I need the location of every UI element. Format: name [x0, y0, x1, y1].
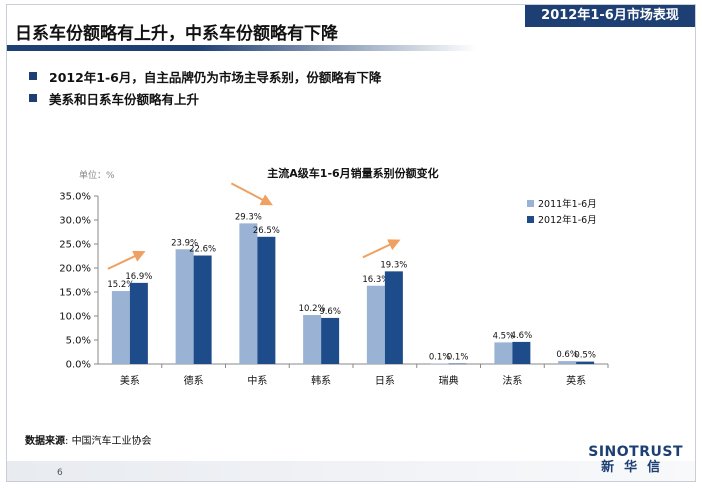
header-tag: 2012年1-6月市场表现: [525, 5, 695, 27]
bar: [366, 285, 385, 364]
bar: [193, 255, 212, 364]
legend-label: 2011年1-6月: [538, 198, 597, 210]
data-label: 9.6%: [319, 307, 341, 317]
bar: [448, 363, 467, 365]
source-separator: :: [65, 436, 69, 447]
source-text: 中国汽车工业协会: [71, 436, 152, 447]
y-tick-label: 35.0%: [59, 192, 91, 203]
trend-down-arrow-icon: [230, 182, 273, 206]
legend-swatch: [527, 216, 534, 223]
x-tick-label: 中系: [247, 374, 267, 387]
page-title: 日系车份额略有上升，中系车份额略有下降: [15, 24, 338, 44]
bullet-square-icon: [29, 94, 37, 102]
slide: 2012年1-6月市场表现 日系车份额略有上升，中系车份额略有下降 2012年1…: [6, 4, 696, 482]
bar: [321, 317, 340, 364]
bar: [384, 271, 403, 364]
bar: [239, 223, 258, 364]
legend-swatch: [527, 200, 534, 207]
x-tick-label: 日系: [375, 375, 395, 387]
x-tick-label: 法系: [502, 374, 522, 387]
y-tick-label: 0.0%: [66, 360, 91, 371]
unit-label: 单位：%: [79, 169, 115, 181]
logo-en: SINOTRUST: [588, 444, 683, 461]
x-tick-label: 德系: [184, 374, 204, 387]
bullet-item: 2012年1-6月，自主品牌仍为市场主导系别，份额略有下降: [29, 65, 381, 87]
data-label: 26.5%: [253, 226, 280, 236]
bar: [512, 341, 531, 364]
y-tick-label: 15.0%: [59, 288, 91, 299]
data-label: 16.3%: [362, 275, 389, 285]
page-number: 6: [57, 468, 63, 478]
y-tick-label: 25.0%: [59, 240, 91, 251]
legend-label: 2012年1-6月: [538, 214, 597, 226]
data-label: 29.3%: [235, 212, 262, 222]
bar: [111, 291, 130, 364]
x-tick-label: 瑞典: [439, 374, 459, 387]
bar: [257, 236, 276, 364]
data-label: 4.5%: [493, 331, 515, 341]
bar: [558, 361, 577, 364]
trend-up-arrow-icon: [107, 250, 146, 270]
bullet-list: 2012年1-6月，自主品牌仍为市场主导系别，份额略有下降 美系和日系车份额略有…: [29, 65, 381, 109]
y-tick-label: 20.0%: [59, 264, 91, 275]
bar: [175, 249, 194, 364]
footer-bar: [7, 461, 695, 481]
bar: [576, 361, 595, 364]
x-tick-label: 美系: [120, 374, 140, 387]
bar: [129, 282, 148, 364]
source-label: 数据来源: [25, 436, 65, 447]
bullet-text: 美系和日系车份额略有上升: [49, 91, 200, 107]
data-label: 0.5%: [574, 351, 596, 361]
sinotrust-logo: SINOTRUST 新华信: [588, 444, 683, 475]
data-label: 15.2%: [107, 280, 134, 290]
data-label: 22.6%: [189, 245, 216, 255]
x-tick-label: 韩系: [311, 374, 331, 387]
bullet-text: 2012年1-6月，自主品牌仍为市场主导系别，份额略有下降: [49, 69, 382, 85]
bar: [303, 315, 322, 364]
data-label: 4.6%: [511, 331, 533, 341]
chart-title: 主流A级车1-6月销量系别份额变化: [267, 166, 438, 180]
x-tick-label: 英系: [566, 374, 586, 387]
y-tick-label: 10.0%: [59, 312, 91, 323]
title-rule: [7, 45, 477, 51]
data-label: 0.6%: [556, 350, 578, 360]
bar-chart: 主流A级车1-6月销量系别份额变化 单位：% 0.0% 5.0% 10.0% 15.0% 2…: [59, 166, 609, 387]
bullet-item: 美系和日系车份额略有上升: [29, 87, 381, 109]
data-source: 数据来源: 中国汽车工业协会: [25, 432, 152, 447]
trend-up-arrow-icon: [362, 239, 401, 259]
data-label: 10.2%: [299, 304, 326, 314]
bar: [430, 363, 449, 365]
logo-cn: 新华信: [601, 459, 671, 475]
bullet-square-icon: [29, 72, 37, 80]
bar: [494, 342, 513, 364]
data-label: 23.9%: [171, 238, 198, 248]
data-label: 19.3%: [380, 260, 407, 270]
data-label: 0.1%: [429, 353, 451, 363]
y-tick-label: 5.0%: [66, 336, 91, 347]
y-tick-label: 30.0%: [59, 216, 91, 227]
data-label: 0.1%: [447, 353, 469, 363]
data-label: 16.9%: [125, 272, 152, 282]
